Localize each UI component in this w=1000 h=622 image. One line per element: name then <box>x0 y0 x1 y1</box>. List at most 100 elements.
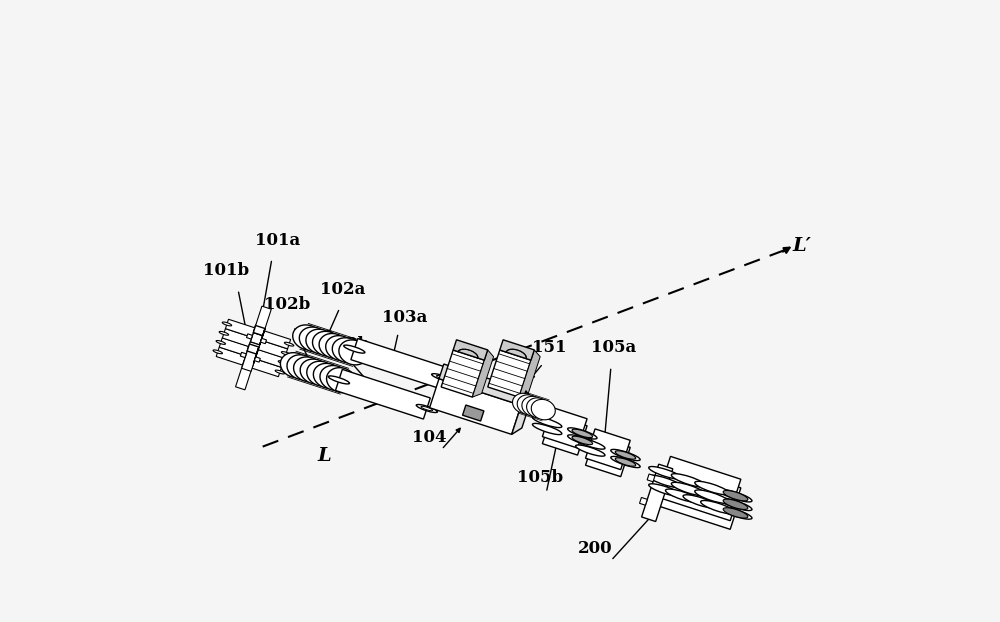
Polygon shape <box>351 338 446 388</box>
Ellipse shape <box>649 466 682 479</box>
Polygon shape <box>660 465 741 521</box>
Ellipse shape <box>611 457 640 468</box>
Polygon shape <box>244 351 257 363</box>
Ellipse shape <box>332 338 362 363</box>
Ellipse shape <box>671 482 706 496</box>
Polygon shape <box>519 350 540 397</box>
Ellipse shape <box>665 489 700 503</box>
Polygon shape <box>453 340 488 360</box>
Polygon shape <box>488 350 531 397</box>
Text: 105a: 105a <box>591 340 637 356</box>
Polygon shape <box>430 379 521 434</box>
Ellipse shape <box>287 355 316 380</box>
Polygon shape <box>500 340 534 360</box>
Ellipse shape <box>615 458 636 466</box>
Ellipse shape <box>615 451 636 459</box>
Text: 101a: 101a <box>255 231 301 249</box>
Ellipse shape <box>416 404 437 412</box>
Ellipse shape <box>320 366 349 391</box>
Polygon shape <box>225 319 255 337</box>
Ellipse shape <box>522 396 546 417</box>
Ellipse shape <box>568 428 597 439</box>
Polygon shape <box>463 405 484 421</box>
Text: 103b: 103b <box>323 337 369 353</box>
Ellipse shape <box>344 345 365 353</box>
Ellipse shape <box>421 406 433 411</box>
Ellipse shape <box>527 398 551 418</box>
Ellipse shape <box>719 507 752 519</box>
Text: 200: 200 <box>578 540 613 557</box>
Polygon shape <box>261 338 266 344</box>
Polygon shape <box>236 360 254 390</box>
Ellipse shape <box>568 435 597 446</box>
Ellipse shape <box>719 490 752 502</box>
Polygon shape <box>660 473 741 529</box>
Ellipse shape <box>513 393 537 414</box>
Ellipse shape <box>299 327 329 352</box>
Ellipse shape <box>576 438 605 449</box>
Polygon shape <box>250 333 263 345</box>
Polygon shape <box>254 347 259 363</box>
Polygon shape <box>252 359 281 377</box>
Polygon shape <box>253 325 265 336</box>
Ellipse shape <box>216 340 225 345</box>
Ellipse shape <box>312 332 342 356</box>
Ellipse shape <box>280 353 310 378</box>
Polygon shape <box>242 342 260 371</box>
Text: 101b: 101b <box>203 262 249 279</box>
Polygon shape <box>542 407 587 448</box>
Ellipse shape <box>517 395 541 415</box>
Ellipse shape <box>719 498 752 511</box>
Text: 102a: 102a <box>320 281 365 298</box>
Ellipse shape <box>327 368 356 392</box>
Ellipse shape <box>531 399 555 420</box>
Polygon shape <box>240 352 246 358</box>
Polygon shape <box>216 347 246 365</box>
Ellipse shape <box>293 325 322 350</box>
Polygon shape <box>512 391 531 434</box>
Ellipse shape <box>319 333 348 358</box>
Ellipse shape <box>671 474 706 487</box>
Polygon shape <box>660 457 741 512</box>
Ellipse shape <box>313 363 343 388</box>
Polygon shape <box>247 325 265 354</box>
Polygon shape <box>640 498 647 505</box>
Ellipse shape <box>701 501 735 514</box>
Text: 105b: 105b <box>517 469 563 486</box>
Polygon shape <box>253 306 271 336</box>
Ellipse shape <box>695 481 729 494</box>
Polygon shape <box>222 328 252 346</box>
Ellipse shape <box>307 361 336 386</box>
Polygon shape <box>255 350 284 368</box>
Ellipse shape <box>572 436 593 445</box>
Polygon shape <box>219 338 249 356</box>
Ellipse shape <box>649 484 682 496</box>
Polygon shape <box>254 357 260 362</box>
Ellipse shape <box>294 357 323 382</box>
Ellipse shape <box>723 508 748 518</box>
Ellipse shape <box>284 342 294 346</box>
Polygon shape <box>642 464 673 521</box>
Ellipse shape <box>275 370 285 374</box>
Text: L′: L′ <box>793 237 812 255</box>
Ellipse shape <box>222 322 232 326</box>
Ellipse shape <box>326 336 355 361</box>
Text: 102b: 102b <box>264 296 310 313</box>
Text: 151: 151 <box>532 340 567 356</box>
Ellipse shape <box>695 490 729 503</box>
Ellipse shape <box>611 449 640 460</box>
Ellipse shape <box>306 329 335 354</box>
Polygon shape <box>335 369 430 419</box>
Polygon shape <box>247 334 252 339</box>
Polygon shape <box>586 429 630 470</box>
Ellipse shape <box>723 491 748 501</box>
Polygon shape <box>586 436 630 476</box>
Ellipse shape <box>328 376 349 384</box>
Polygon shape <box>439 364 526 406</box>
Ellipse shape <box>649 475 682 488</box>
Ellipse shape <box>278 361 288 364</box>
Ellipse shape <box>572 429 593 438</box>
Polygon shape <box>247 344 259 354</box>
Polygon shape <box>258 340 288 358</box>
Ellipse shape <box>532 424 562 435</box>
